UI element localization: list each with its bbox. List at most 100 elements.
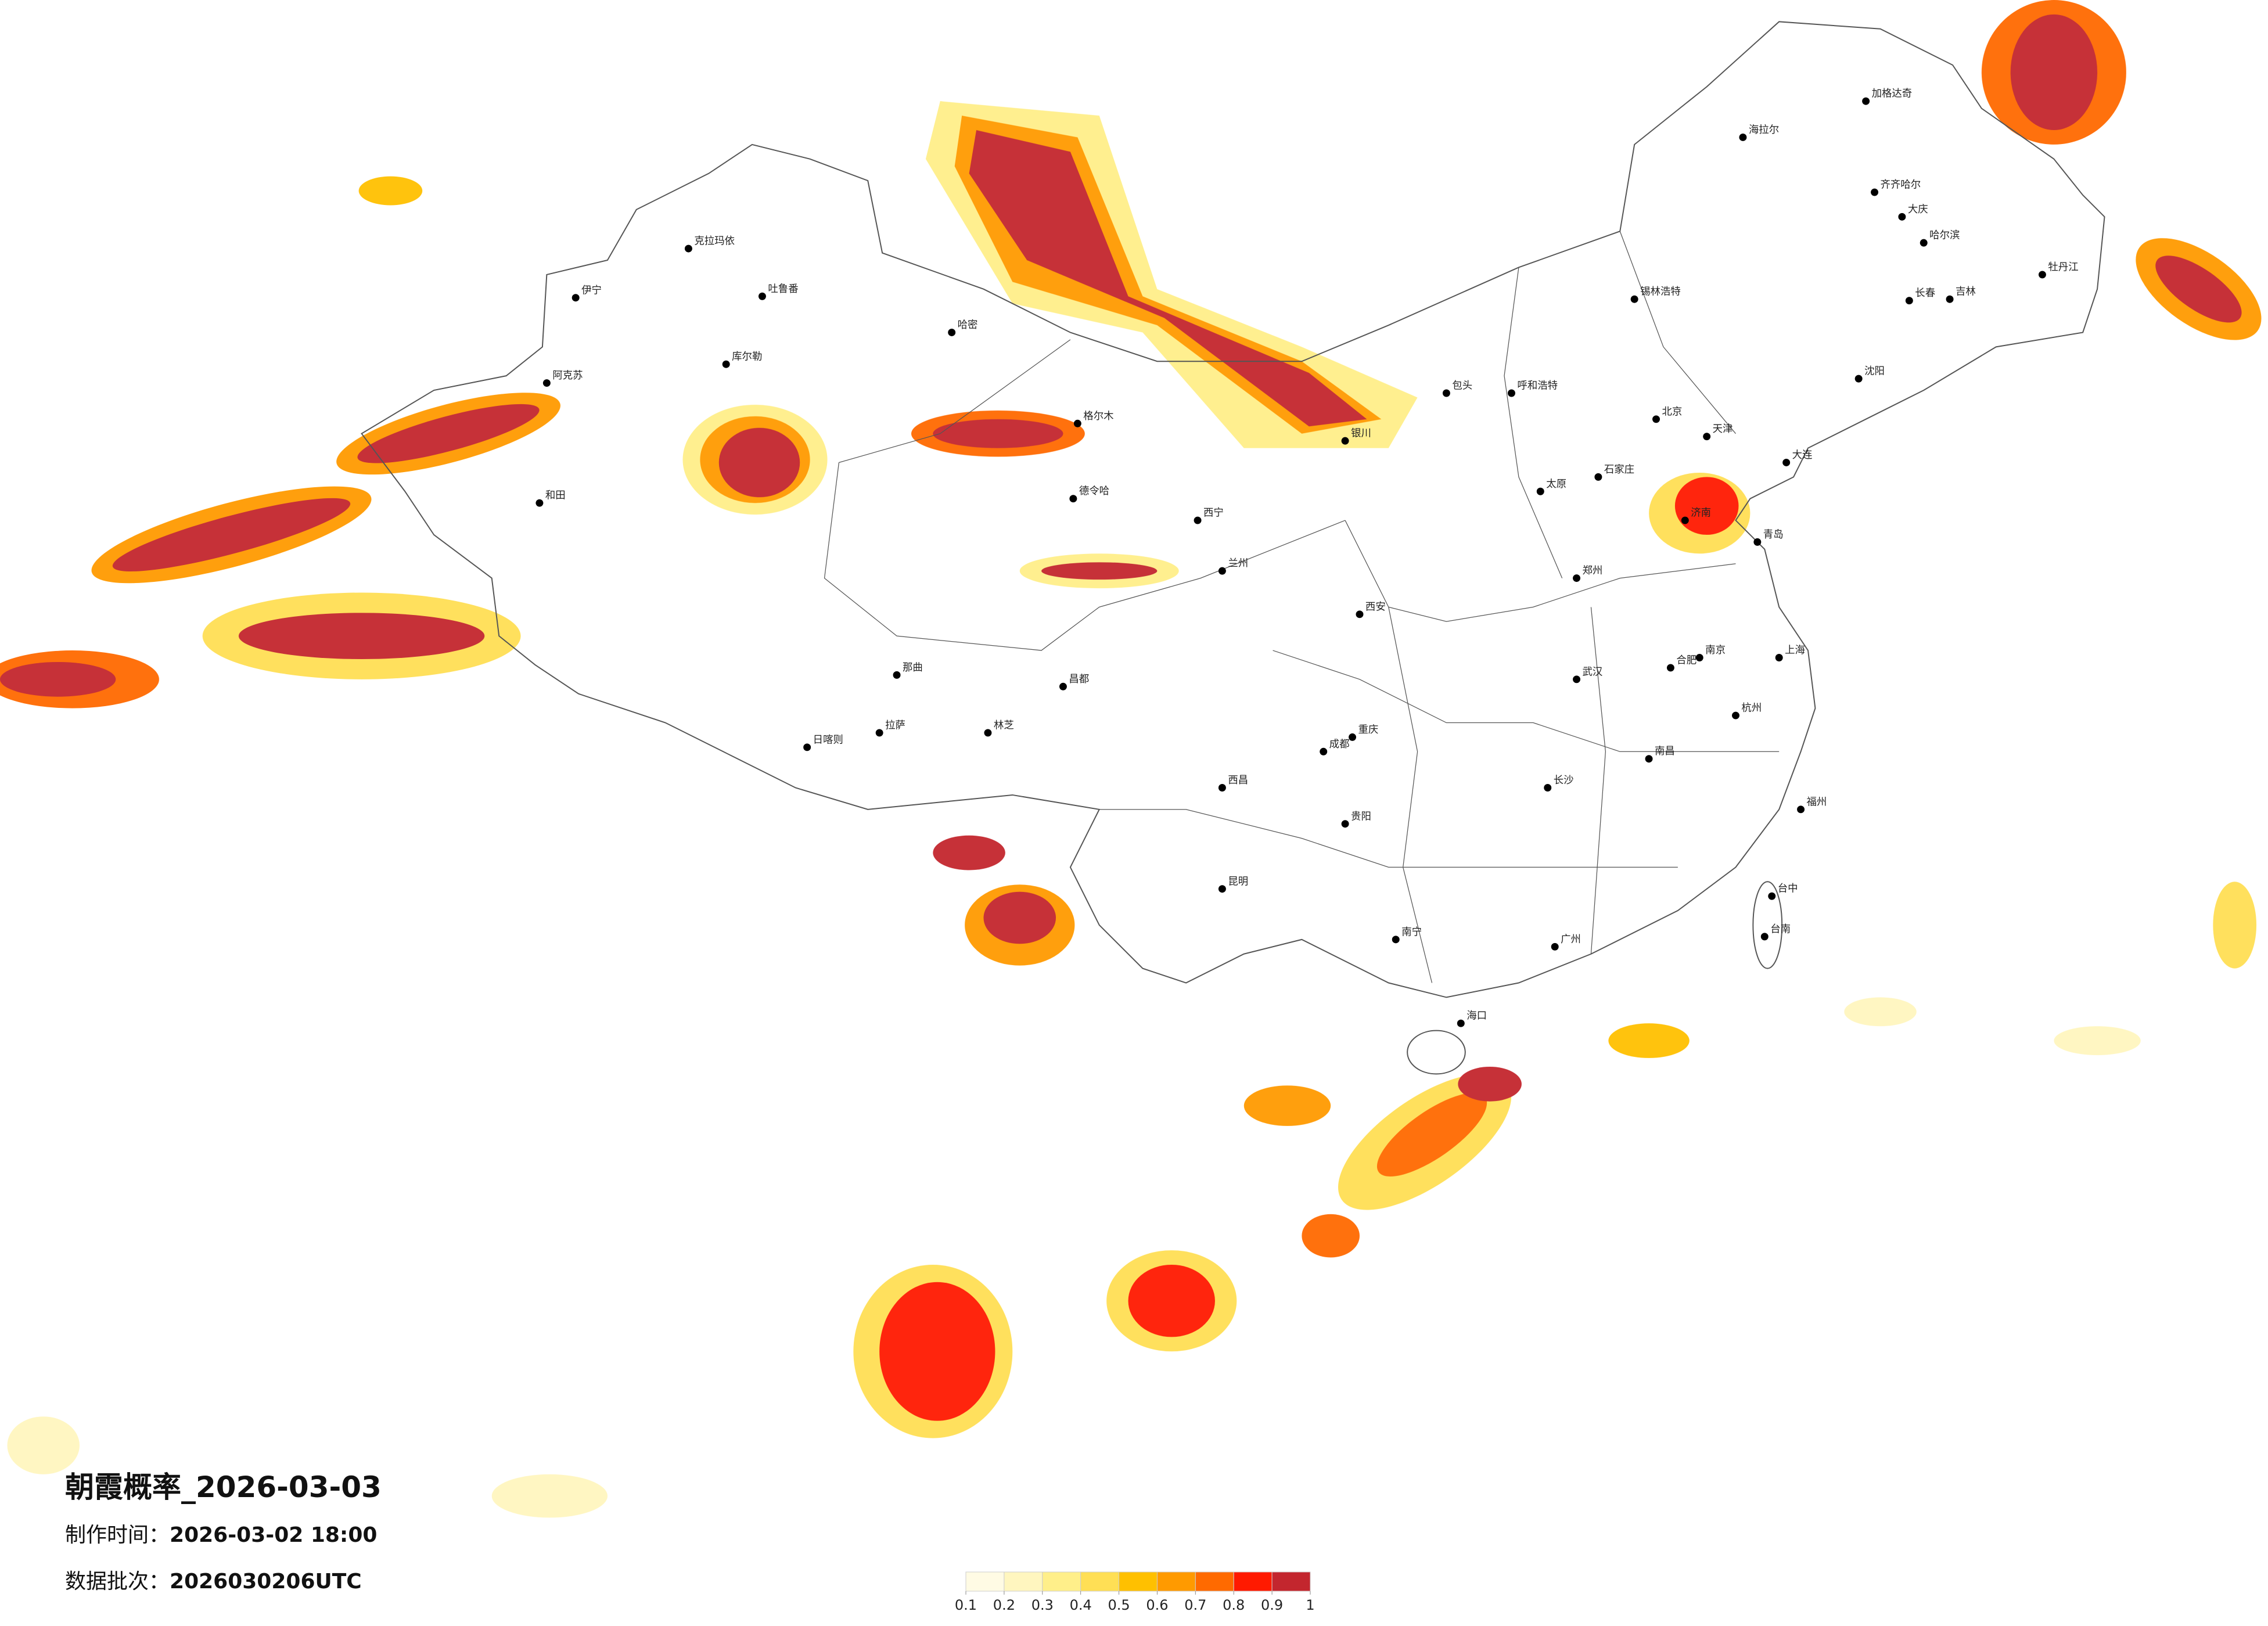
city-label: 西宁 bbox=[1203, 508, 1224, 519]
city-dot bbox=[1349, 733, 1356, 741]
city-dot bbox=[1341, 437, 1349, 445]
city-dot bbox=[1905, 297, 1913, 305]
city-label: 包头 bbox=[1452, 380, 1472, 392]
city-label: 台南 bbox=[1770, 923, 1791, 935]
city-label: 银川 bbox=[1351, 428, 1371, 440]
city-dot bbox=[1392, 936, 1400, 944]
city-dot bbox=[1732, 711, 1739, 720]
city-label: 济南 bbox=[1691, 508, 1711, 519]
city-dot bbox=[1681, 516, 1689, 524]
city-label: 南昌 bbox=[1655, 746, 1675, 757]
city-dot bbox=[1760, 933, 1769, 941]
city-label: 锡林浩特 bbox=[1640, 286, 1681, 298]
city-dot bbox=[1946, 295, 1954, 303]
city-label: 林芝 bbox=[994, 720, 1014, 731]
city-label: 呼和浩特 bbox=[1517, 380, 1558, 392]
city-dot bbox=[893, 671, 901, 679]
city-label: 海口 bbox=[1467, 1010, 1487, 1022]
colorbar-tick-label: 0.7 bbox=[1184, 1597, 1206, 1613]
city-label: 大庆 bbox=[1908, 204, 1928, 215]
city-dot bbox=[1695, 654, 1703, 661]
city-dot bbox=[1854, 375, 1863, 383]
city-label: 齐齐哈尔 bbox=[1881, 179, 1921, 191]
city-dot bbox=[1594, 473, 1602, 481]
city-dot bbox=[572, 294, 580, 302]
city-dot bbox=[1544, 784, 1552, 792]
province-lines bbox=[824, 231, 1780, 983]
city-dot bbox=[2038, 271, 2046, 279]
city-dot bbox=[1059, 682, 1067, 690]
city-label: 吐鲁番 bbox=[768, 283, 798, 295]
city-label: 北京 bbox=[1662, 406, 1682, 418]
city-dot bbox=[1666, 664, 1674, 672]
colorbar: 0.1 0.2 0.3 0.4 0.5 0.6 0.7 0.8 0.9 1 bbox=[955, 1571, 1315, 1613]
city-dot bbox=[1775, 654, 1783, 661]
colorbar-tick-label: 0.3 bbox=[1031, 1597, 1054, 1613]
city-label: 格尔木 bbox=[1083, 411, 1113, 422]
city-dot bbox=[1652, 415, 1660, 423]
city-label: 重庆 bbox=[1358, 724, 1378, 736]
colorbar-swatch bbox=[1233, 1571, 1273, 1592]
city-label: 拉萨 bbox=[885, 720, 905, 731]
city-label: 西安 bbox=[1365, 601, 1386, 613]
city-dot bbox=[1194, 516, 1202, 524]
city-label: 长沙 bbox=[1554, 775, 1574, 786]
city-label: 阿克苏 bbox=[552, 370, 583, 382]
city-dot bbox=[1797, 805, 1805, 814]
city-label: 加格达奇 bbox=[1872, 88, 1913, 100]
city-dot bbox=[1320, 747, 1328, 756]
production-time-label: 制作时间： bbox=[65, 1523, 170, 1547]
city-dot bbox=[803, 743, 811, 751]
city-label: 吉林 bbox=[1956, 286, 1976, 298]
city-dot bbox=[984, 729, 992, 737]
colorbar-tick-label: 0.4 bbox=[1070, 1597, 1092, 1613]
city-label: 海拉尔 bbox=[1749, 124, 1779, 136]
city-dot bbox=[1920, 239, 1928, 247]
city-label: 克拉玛依 bbox=[694, 236, 735, 247]
city-label: 哈密 bbox=[958, 319, 978, 331]
city-dot bbox=[1768, 892, 1776, 900]
city-dot bbox=[535, 499, 544, 507]
production-time-value: 2026-03-02 18:00 bbox=[170, 1523, 377, 1547]
city-dot bbox=[684, 244, 692, 253]
city-label: 伊宁 bbox=[581, 285, 602, 296]
city-dot bbox=[1356, 610, 1364, 618]
city-label: 那曲 bbox=[903, 662, 923, 674]
city-label: 石家庄 bbox=[1604, 464, 1634, 476]
colorbar-swatch bbox=[965, 1571, 1005, 1592]
city-label: 德令哈 bbox=[1079, 485, 1109, 497]
city-dot bbox=[1703, 433, 1711, 441]
city-dot bbox=[1218, 885, 1226, 893]
colorbar-tick-label: 0.9 bbox=[1261, 1597, 1283, 1613]
city-dot bbox=[1645, 755, 1653, 763]
city-dot bbox=[1536, 487, 1544, 495]
city-dot bbox=[1218, 784, 1226, 792]
city-dot bbox=[1507, 389, 1515, 397]
city-label: 昌都 bbox=[1069, 674, 1089, 685]
city-label: 和田 bbox=[545, 490, 566, 502]
city-label: 兰州 bbox=[1228, 558, 1248, 570]
city-dot bbox=[722, 360, 730, 368]
city-dot bbox=[758, 292, 766, 300]
title: 朝霞概率_2026-03-03 bbox=[65, 1470, 382, 1504]
city-label: 太原 bbox=[1546, 479, 1566, 490]
colorbar-swatch bbox=[1271, 1571, 1311, 1592]
city-dot bbox=[1457, 1019, 1465, 1027]
colorbar-tick-label: 0.8 bbox=[1223, 1597, 1245, 1613]
city-dot bbox=[1573, 675, 1581, 684]
city-label: 牡丹江 bbox=[2048, 261, 2078, 273]
city-dot bbox=[875, 729, 883, 737]
city-dot bbox=[1073, 419, 1081, 427]
colorbar-swatch bbox=[1004, 1571, 1043, 1592]
city-label: 日喀则 bbox=[813, 734, 843, 746]
city-label: 南宁 bbox=[1401, 926, 1422, 938]
city-dot bbox=[1573, 574, 1581, 582]
city-dot bbox=[1898, 213, 1906, 221]
colorbar-swatch bbox=[1119, 1571, 1158, 1592]
china-outline bbox=[361, 21, 2105, 998]
city-dot bbox=[948, 328, 956, 336]
city-dot bbox=[1630, 295, 1638, 303]
